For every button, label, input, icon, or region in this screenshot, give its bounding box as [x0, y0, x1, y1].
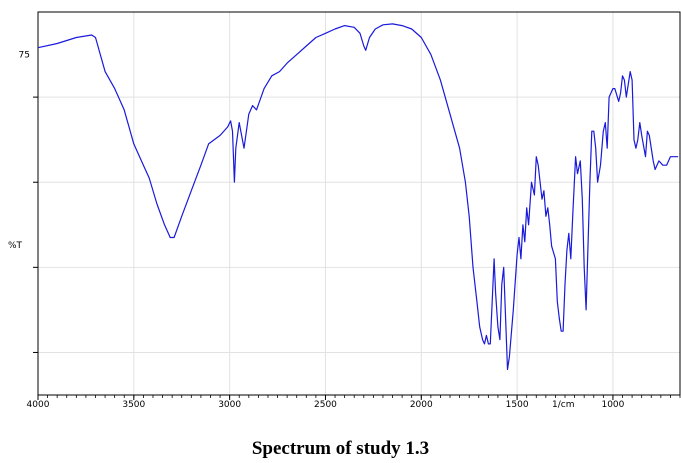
plot-frame: [37, 11, 681, 396]
x-axis-unit-label: 1/cm: [552, 400, 574, 410]
x-tick-label: 3000: [218, 400, 241, 410]
x-axis-ticks: 4000 3500 3000 2500 2000 1500 1000: [27, 395, 625, 410]
minor-ticks: [37, 395, 681, 398]
x-tick-label: 2000: [410, 400, 433, 410]
x-tick-label: 3500: [122, 400, 145, 410]
y-axis-label: %T: [8, 241, 23, 251]
chart-title: Spectrum of study 1.3: [251, 438, 430, 459]
y-tick-label: 75: [19, 51, 30, 61]
grid-lines: [38, 12, 680, 395]
x-tick-label: 2500: [314, 400, 337, 410]
y-axis-ticks: 75: [19, 51, 38, 353]
x-tick-label: 4000: [27, 400, 50, 410]
x-tick-label: 1500: [506, 400, 529, 410]
series-line-transmittance: [37, 23, 679, 371]
x-tick-label: 1000: [601, 400, 624, 410]
